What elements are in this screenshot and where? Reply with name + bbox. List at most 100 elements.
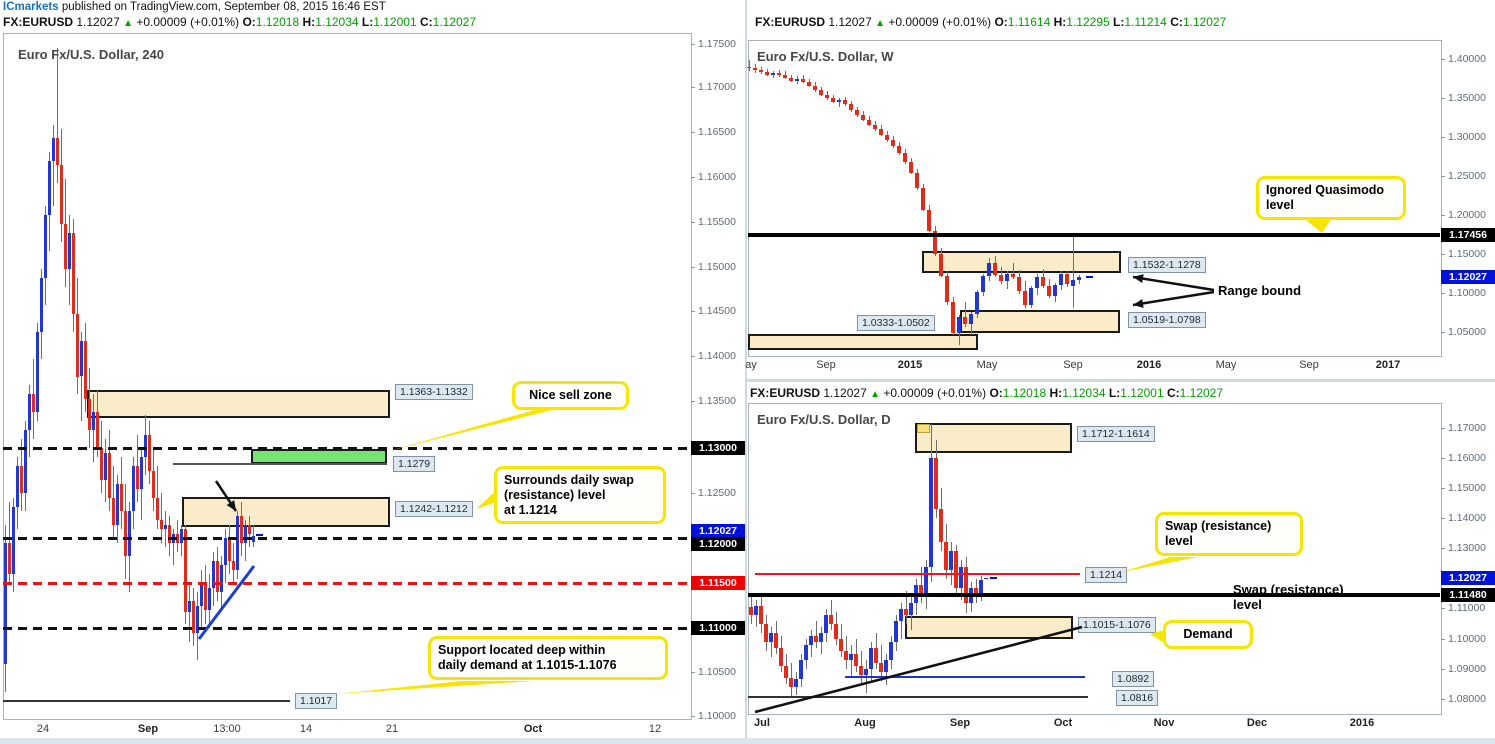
candle-up: [924, 566, 928, 594]
candle-down: [749, 607, 753, 615]
level-label-1153211278: 1.1532-1.1278: [1128, 257, 1206, 273]
high-label: H:: [1053, 15, 1067, 29]
callout-surrounds-swap: Surrounds daily swap (resistance) level at…: [494, 466, 666, 525]
time-tick: Sep: [949, 717, 971, 729]
candle-wick: [165, 511, 166, 548]
chart-title-W: Euro Fx/U.S. Dollar, W: [757, 49, 894, 64]
symbol-daily[interactable]: FX:EURUSD: [750, 386, 821, 400]
symbol-weekly[interactable]: FX:EURUSD: [755, 15, 826, 29]
candle-down: [855, 110, 859, 116]
candle-up: [104, 452, 107, 480]
candle-up: [200, 583, 203, 606]
candle-down: [184, 529, 187, 612]
candle-up: [180, 529, 183, 543]
price-tick: 1.05000: [1441, 326, 1486, 338]
close-label: C:: [1170, 15, 1183, 29]
candle-down: [789, 677, 793, 687]
open-weekly: 1.11614: [1007, 15, 1051, 29]
candle-up: [1029, 288, 1033, 305]
last-price-weekly: 1.12027: [828, 15, 872, 29]
candle-up: [819, 632, 823, 642]
candle-down: [228, 538, 231, 561]
candle-up: [824, 614, 828, 633]
attribution-line: ICmarkets published on TradingView.com, …: [3, 1, 386, 13]
price-badge-111000: 1.11000: [691, 620, 745, 635]
time-tick: Jul: [754, 717, 770, 729]
candle-down: [974, 587, 978, 597]
candle-down: [753, 68, 757, 70]
candle-down: [867, 119, 871, 125]
candle-down: [831, 98, 835, 102]
candle-down: [849, 104, 853, 111]
low-label: L:: [1108, 386, 1121, 400]
candle-down: [96, 412, 99, 449]
horizontal-separator: [747, 379, 1495, 382]
level-label-10892: 1.0892: [1112, 671, 1155, 687]
high-label: H:: [1049, 386, 1063, 400]
candle-up: [899, 608, 903, 621]
candle-wick: [785, 71, 786, 80]
chart-plot-D[interactable]: [748, 403, 1442, 715]
drawing-handle[interactable]: [917, 424, 930, 433]
price-tick: 1.16000: [1441, 452, 1486, 464]
candle-up: [1035, 277, 1039, 289]
candle-up: [92, 412, 95, 431]
candle-down: [927, 209, 931, 231]
chart-plot-240[interactable]: [3, 33, 692, 720]
candle-down: [945, 275, 949, 303]
candle-down: [192, 601, 195, 633]
candle-up: [754, 605, 758, 615]
candle-down: [993, 262, 997, 276]
candle-down: [248, 524, 251, 534]
candle-down: [825, 94, 829, 98]
price-tick: 1.10000: [691, 710, 736, 722]
candle-down: [168, 524, 171, 543]
price-tick: 1.16500: [691, 126, 736, 138]
candle-down: [779, 647, 783, 666]
price-tick: 1.15000: [1441, 482, 1486, 494]
price-tick: 1.17000: [691, 81, 736, 93]
price-badge-117456: 1.17456: [1441, 227, 1495, 242]
candle-up: [1059, 273, 1063, 286]
current-price-tick: [990, 577, 997, 579]
candle-down: [861, 115, 865, 120]
candle-up: [849, 653, 853, 660]
swap-level-11214-red: [755, 572, 1080, 576]
candle-down: [801, 78, 805, 82]
candle-up: [224, 538, 227, 566]
dashed-11200: [3, 536, 690, 540]
high-weekly: 1.12295: [1066, 15, 1110, 29]
candle-down: [834, 623, 838, 639]
candle-down: [784, 665, 788, 678]
candle-up: [975, 292, 979, 315]
time-tick: Sep: [1299, 359, 1319, 371]
open-daily: 1.12018: [1002, 386, 1047, 400]
candle-up: [16, 466, 19, 507]
brand-name[interactable]: ICmarkets: [3, 1, 59, 13]
candle-down: [108, 452, 111, 498]
price-tick: 1.10500: [691, 666, 736, 678]
time-tick: 12: [648, 723, 662, 735]
symbol-240[interactable]: FX:EURUSD: [3, 15, 74, 29]
candle-wick: [53, 124, 54, 206]
candle-up: [979, 580, 983, 597]
low-weekly: 1.11214: [1124, 15, 1167, 29]
candle-up: [889, 641, 893, 660]
chart-title-240: Euro Fx/U.S. Dollar, 240: [18, 47, 164, 62]
time-tick: Sep: [1063, 359, 1083, 371]
candle-down: [879, 129, 883, 135]
candle-down: [204, 583, 207, 611]
candle-up: [52, 138, 55, 161]
up-arrow-icon: ▲: [870, 389, 880, 400]
candle-down: [933, 230, 937, 254]
swap-resistance-line-label: Swap (resistance): [1233, 582, 1344, 597]
candle-down: [915, 172, 919, 189]
candle-up: [12, 506, 15, 575]
time-tick: 13:00: [213, 723, 241, 735]
candle-down: [963, 317, 967, 325]
candle-down: [216, 560, 219, 593]
candle-down: [954, 551, 958, 588]
up-arrow-icon: ▲: [123, 18, 133, 29]
candle-down: [1041, 277, 1045, 286]
price-tick: 1.14000: [691, 350, 736, 362]
